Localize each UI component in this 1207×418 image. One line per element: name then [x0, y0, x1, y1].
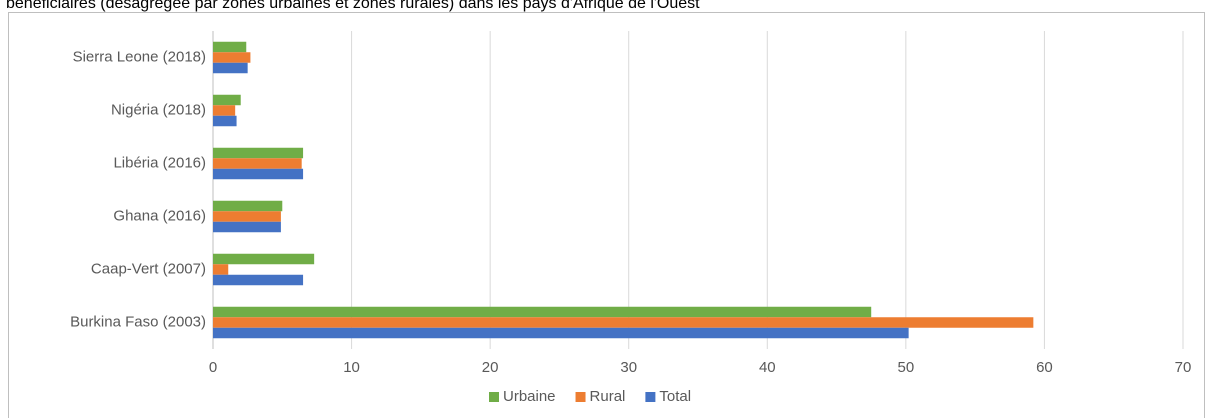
bar	[213, 62, 248, 74]
y-tick-label: Caap-Vert (2007)	[91, 260, 206, 277]
bar	[213, 211, 281, 222]
bar	[213, 327, 909, 339]
bar	[213, 115, 237, 127]
chart-frame	[8, 12, 1205, 418]
bar	[213, 147, 304, 159]
x-tick-label: 30	[620, 359, 637, 376]
bar	[213, 41, 247, 53]
bar	[213, 253, 315, 265]
bar	[213, 168, 304, 180]
x-tick-label: 10	[343, 359, 360, 376]
bar	[213, 158, 302, 169]
bar	[213, 317, 1034, 328]
legend-label: Urbaine	[503, 388, 556, 405]
x-tick-label: 40	[759, 359, 776, 376]
chart-title: bénéficiaires (désagrégée par zones urba…	[6, 0, 700, 12]
legend-swatch	[575, 392, 586, 402]
bar	[213, 94, 241, 106]
y-tick-label: Libéria (2016)	[113, 154, 206, 171]
legend-label: Rural	[590, 388, 626, 405]
legend-swatch	[489, 392, 499, 402]
x-tick-label: 60	[1036, 359, 1053, 376]
x-tick-label: 50	[898, 359, 915, 376]
bar	[213, 52, 251, 63]
x-tick-label: 0	[209, 359, 217, 376]
bar	[213, 274, 304, 286]
y-tick-label: Ghana (2016)	[113, 207, 206, 224]
bar	[213, 221, 281, 233]
y-tick-label: Burkina Faso (2003)	[70, 313, 206, 330]
bar	[213, 306, 872, 318]
legend-swatch	[645, 392, 656, 402]
bar	[213, 200, 283, 212]
y-tick-label: Nigéria (2018)	[111, 101, 206, 118]
bar	[213, 264, 229, 275]
bar	[213, 105, 236, 116]
y-tick-label: Sierra Leone (2018)	[73, 48, 206, 65]
x-tick-label: 70	[1175, 359, 1192, 376]
legend-label: Total	[659, 388, 691, 405]
x-tick-label: 20	[482, 359, 499, 376]
